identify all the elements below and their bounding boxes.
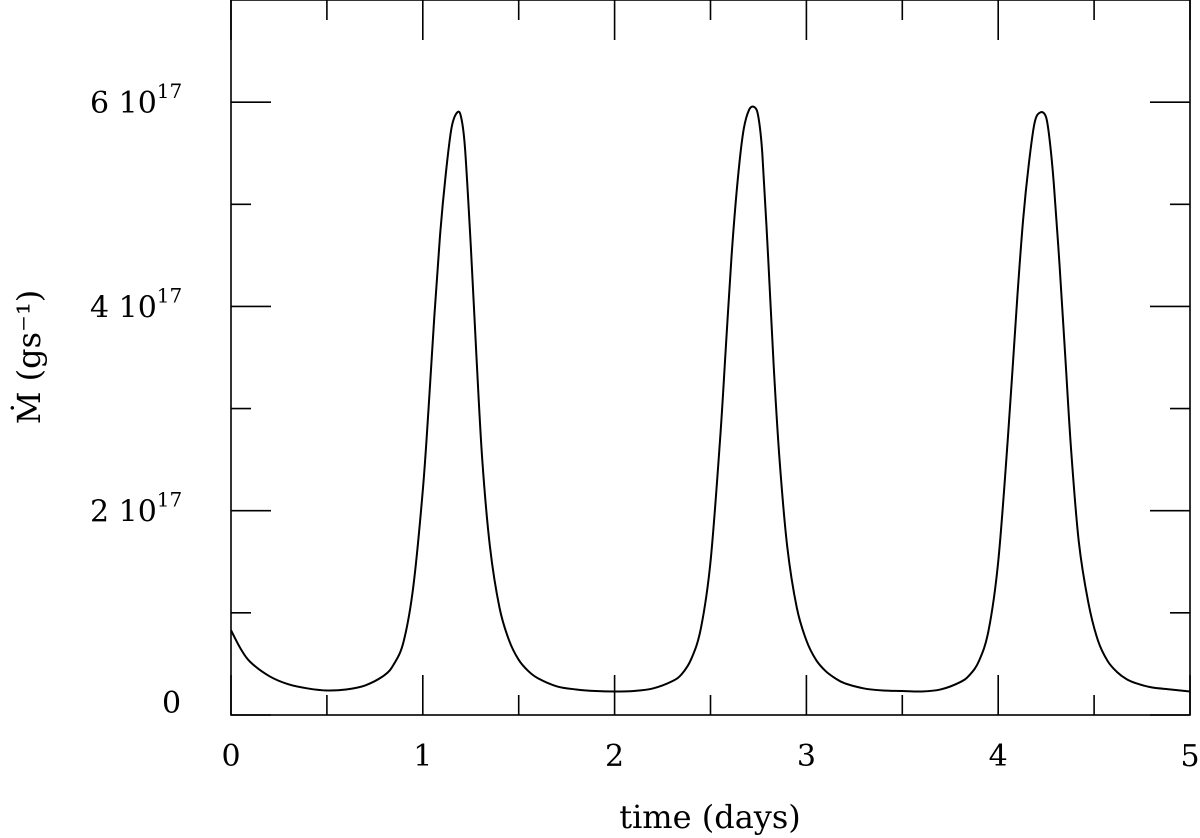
x-tick-label: 3	[797, 739, 816, 774]
plot-frame	[230, 0, 1191, 716]
ticks	[230, 0, 1191, 716]
y-tick-label-base: 2 10	[90, 495, 157, 530]
y-tick-label-base: 6 10	[90, 86, 157, 121]
x-tick-label: 5	[1180, 739, 1199, 774]
series-line	[230, 105, 1191, 693]
x-tick-label: 0	[221, 739, 240, 774]
y-axis-label: Ṁ (gs⁻¹)	[10, 290, 48, 425]
y-tick-label: 0	[162, 686, 181, 721]
x-tick-label: 1	[413, 739, 432, 774]
y-tick-label: 4 1017	[90, 283, 182, 325]
y-tick-label-exponent: 17	[157, 283, 182, 307]
x-tick-label: 4	[989, 739, 1008, 774]
y-tick-label-exponent: 17	[157, 79, 182, 103]
y-tick-label: 2 1017	[90, 488, 182, 530]
y-tick-label: 6 1017	[90, 79, 182, 121]
x-tick-label: 2	[605, 739, 624, 774]
x-axis-label: time (days)	[619, 798, 801, 836]
y-tick-label-exponent: 17	[157, 488, 182, 512]
y-tick-label-base: 4 10	[90, 290, 157, 325]
